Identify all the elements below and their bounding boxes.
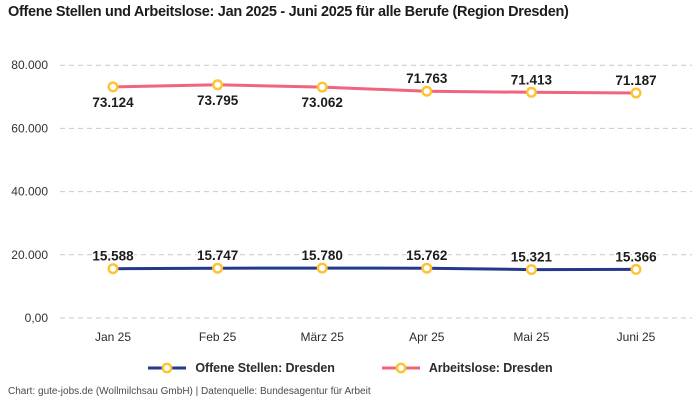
data-point-label: 15.762 <box>406 248 447 263</box>
data-point-marker[interactable] <box>630 263 642 275</box>
data-point-label: 15.366 <box>615 249 657 264</box>
data-point-label: 15.747 <box>197 248 238 263</box>
legend-item-arbeitslose: Arbeitslose: Dresden <box>381 361 553 375</box>
legend-marker-icon <box>395 362 407 374</box>
legend-marker-icon <box>162 362 173 374</box>
chart-legend: Offene Stellen: Dresden Arbeitslose: Dre… <box>0 361 700 375</box>
y-axis-tick-label: 60.000 <box>11 121 48 135</box>
y-axis-tick-label: 40.000 <box>11 185 48 199</box>
data-point-label: 71.763 <box>406 71 448 86</box>
data-point-label: 73.795 <box>197 93 239 108</box>
x-axis-tick-label: März 25 <box>301 330 345 344</box>
x-axis-tick-label: Juni 25 <box>617 330 656 344</box>
y-axis-tick-label: 20.000 <box>11 248 48 262</box>
x-axis-tick-label: Feb 25 <box>199 330 237 344</box>
x-axis-tick-label: Jan 25 <box>95 330 131 344</box>
data-point-marker[interactable] <box>421 85 433 97</box>
legend-swatch-arbeitslose <box>381 362 420 374</box>
data-point-marker[interactable] <box>630 87 642 99</box>
y-axis-tick-label: 80.000 <box>11 58 48 72</box>
data-point-label: 15.588 <box>92 249 134 264</box>
data-point-marker[interactable] <box>212 79 224 91</box>
data-point-marker[interactable] <box>316 81 328 93</box>
data-point-marker[interactable] <box>525 264 537 276</box>
chart-title: Offene Stellen und Arbeitslose: Jan 2025… <box>8 4 569 20</box>
data-point-label: 15.321 <box>511 250 553 265</box>
series-line-offene-stellen <box>111 266 638 272</box>
data-point-label: 15.780 <box>302 248 343 263</box>
data-point-marker[interactable] <box>107 263 119 275</box>
data-point-marker[interactable] <box>421 262 433 274</box>
x-axis-tick-label: Mai 25 <box>513 330 549 344</box>
data-point-label: 73.062 <box>302 95 343 110</box>
legend-label-arbeitslose: Arbeitslose: Dresden <box>428 361 553 375</box>
legend-item-offene-stellen: Offene Stellen: Dresden <box>147 361 335 375</box>
y-axis-tick-label: 0,00 <box>25 311 49 325</box>
data-point-label: 71.187 <box>615 73 656 88</box>
series-line-arbeitslose <box>111 83 638 95</box>
data-point-label: 71.413 <box>511 72 553 87</box>
data-point-marker[interactable] <box>525 86 537 98</box>
legend-swatch-offene-stellen <box>148 362 187 374</box>
chart-source-attribution: Chart: gute-jobs.de (Wollmilchsau GmbH) … <box>8 386 371 397</box>
data-point-marker[interactable] <box>107 81 119 93</box>
x-axis-tick-label: Apr 25 <box>409 330 445 344</box>
data-point-marker[interactable] <box>212 262 224 274</box>
legend-label-offene-stellen: Offene Stellen: Dresden <box>195 361 335 375</box>
data-point-marker[interactable] <box>316 262 328 274</box>
data-point-label: 73.124 <box>92 95 134 110</box>
